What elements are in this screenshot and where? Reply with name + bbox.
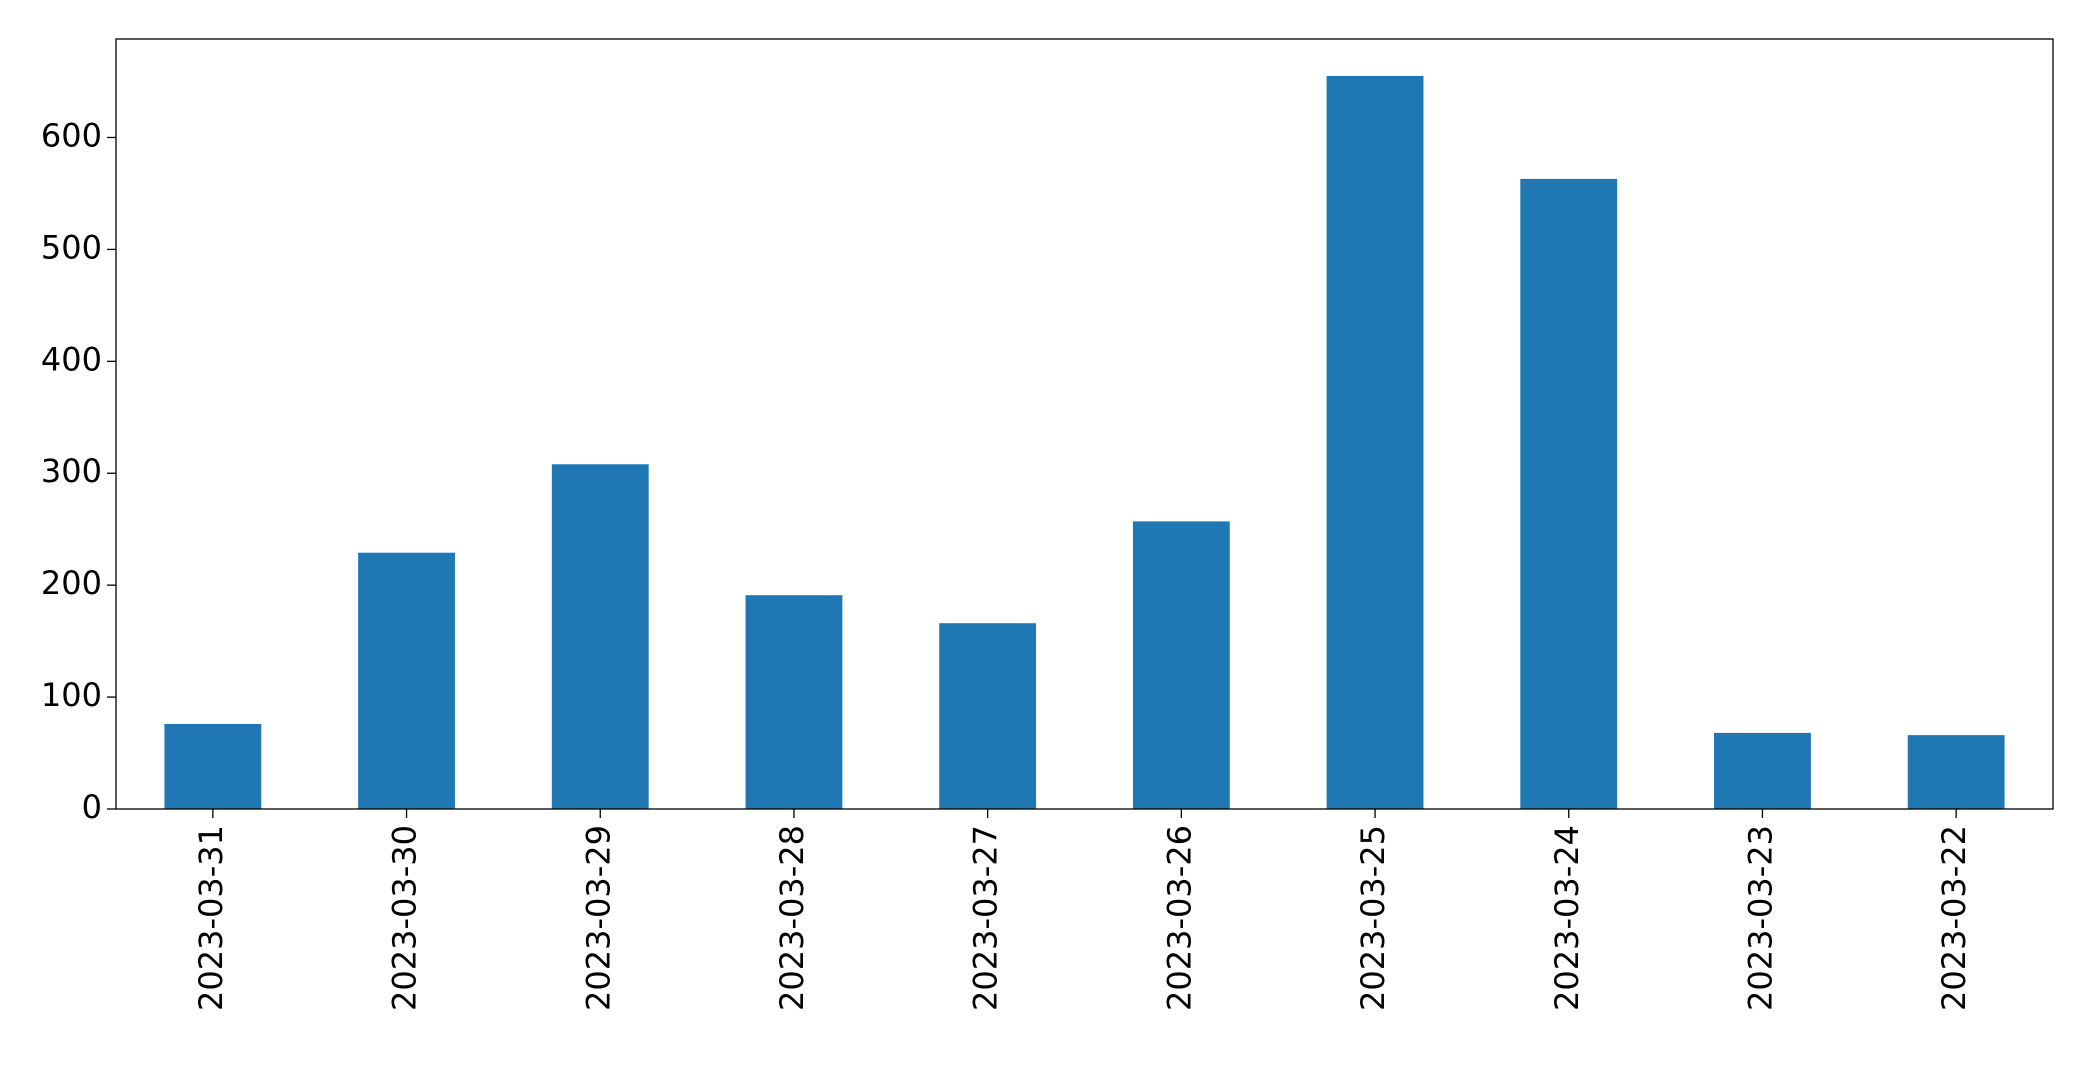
bar	[1714, 732, 1811, 809]
x-tick-label: 2023-03-28	[773, 825, 811, 1011]
bar	[551, 464, 649, 809]
y-tick-label: 500	[41, 228, 102, 266]
x-tick-label: 2023-03-30	[386, 825, 424, 1011]
y-tick-label: 0	[82, 788, 102, 826]
bar	[1132, 521, 1230, 809]
x-tick-label: 2023-03-27	[967, 825, 1005, 1011]
x-tick-label: 2023-03-25	[1354, 825, 1392, 1011]
y-tick-label: 200	[41, 564, 102, 602]
bar	[939, 623, 1037, 809]
bar	[358, 552, 455, 809]
x-tick-label: 2023-03-31	[192, 825, 230, 1011]
bar	[1907, 735, 2005, 809]
x-tick-label: 2023-03-29	[579, 825, 617, 1011]
y-tick-label: 300	[41, 452, 102, 490]
x-tick-label: 2023-03-22	[1935, 825, 1973, 1011]
x-tick-label: 2023-03-26	[1160, 825, 1198, 1011]
x-tick-label: 2023-03-24	[1548, 825, 1586, 1011]
bar	[745, 595, 843, 809]
bar	[1326, 75, 1424, 810]
plot-frame	[115, 38, 2054, 810]
y-tick-label: 600	[41, 116, 102, 154]
y-tick-label: 100	[41, 676, 102, 714]
bar	[1520, 178, 1618, 809]
y-tick-label: 400	[41, 340, 102, 378]
x-tick-label: 2023-03-23	[1741, 825, 1779, 1011]
bar	[164, 723, 262, 809]
